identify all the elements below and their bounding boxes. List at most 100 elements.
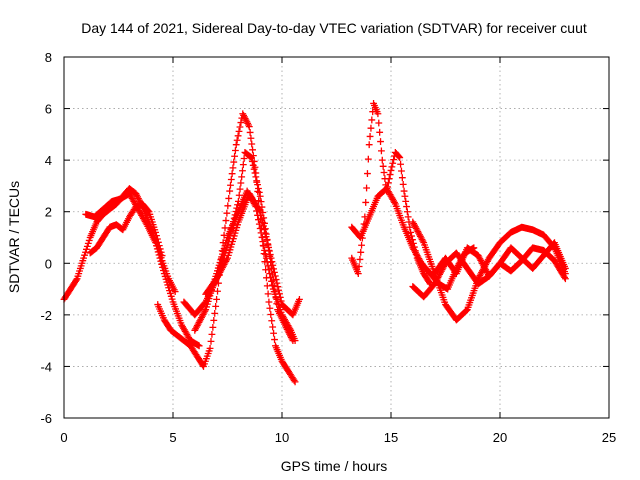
data-point bbox=[237, 179, 245, 187]
data-point bbox=[364, 155, 372, 163]
data-point bbox=[171, 288, 179, 296]
data-point bbox=[255, 216, 262, 224]
data-point bbox=[254, 181, 261, 189]
data-point bbox=[195, 342, 203, 350]
data-point bbox=[407, 228, 415, 236]
data-point bbox=[157, 257, 165, 265]
data-point bbox=[378, 147, 385, 155]
chart-title: Day 144 of 2021, Sidereal Day-to-day VTE… bbox=[81, 20, 587, 36]
series-track-fourth bbox=[202, 190, 303, 319]
y-tick-label: 0 bbox=[45, 256, 52, 271]
x-tick-label: 25 bbox=[602, 430, 616, 445]
data-point bbox=[270, 329, 277, 337]
data-point bbox=[390, 156, 398, 164]
data-point bbox=[230, 158, 238, 166]
data-point bbox=[229, 164, 237, 172]
data-point bbox=[223, 209, 231, 217]
data-point bbox=[358, 241, 365, 249]
data-point bbox=[236, 123, 244, 131]
x-tick-label: 10 bbox=[275, 430, 289, 445]
data-point bbox=[291, 337, 299, 345]
data-point bbox=[385, 175, 393, 183]
data-point bbox=[251, 169, 259, 177]
data-point bbox=[232, 147, 239, 154]
data-point bbox=[274, 283, 282, 291]
data-point bbox=[250, 165, 258, 173]
data-point bbox=[296, 295, 303, 303]
data-point bbox=[209, 323, 217, 331]
data-point bbox=[207, 337, 215, 345]
data-point bbox=[259, 238, 267, 246]
series-track-evening-c bbox=[431, 239, 569, 280]
data-point bbox=[272, 276, 280, 283]
data-point bbox=[257, 211, 265, 219]
axis-ticks: 0 5 10 15 20 25 -6 -4 -2 0 2 4 6 8 bbox=[40, 50, 616, 445]
data-point bbox=[156, 254, 164, 262]
data-point bbox=[264, 290, 272, 298]
data-point bbox=[247, 134, 255, 142]
data-point bbox=[276, 290, 283, 298]
data-point bbox=[275, 286, 283, 294]
data-point bbox=[231, 152, 238, 160]
data-point bbox=[159, 264, 166, 271]
data-point bbox=[213, 295, 220, 303]
data-point bbox=[400, 187, 408, 195]
grid-lines bbox=[64, 57, 609, 418]
data-point bbox=[249, 161, 257, 169]
data-point bbox=[268, 277, 275, 285]
data-point bbox=[255, 188, 263, 196]
series-track-c-morning bbox=[82, 190, 203, 350]
data-point bbox=[246, 129, 254, 136]
data-point bbox=[240, 155, 248, 162]
x-tick-label: 15 bbox=[384, 430, 398, 445]
data-point bbox=[265, 266, 273, 274]
data-point bbox=[276, 294, 284, 301]
data-point bbox=[356, 256, 364, 263]
data-point bbox=[256, 192, 264, 200]
data-point bbox=[253, 177, 261, 185]
data-point bbox=[270, 265, 278, 273]
data-point bbox=[260, 222, 267, 230]
data-point bbox=[389, 159, 397, 167]
data-point bbox=[398, 174, 406, 182]
data-point bbox=[83, 245, 90, 253]
data-point bbox=[239, 167, 246, 175]
data-point bbox=[260, 226, 268, 233]
data-point bbox=[354, 270, 362, 277]
data-point bbox=[265, 244, 272, 251]
data-point bbox=[226, 187, 234, 195]
data-point bbox=[386, 171, 394, 178]
data-point bbox=[391, 199, 398, 206]
data-point bbox=[263, 236, 271, 244]
data-point bbox=[374, 110, 382, 118]
data-point bbox=[233, 136, 241, 144]
data-point bbox=[255, 206, 263, 214]
x-tick-label: 20 bbox=[493, 430, 507, 445]
data-point bbox=[403, 203, 410, 210]
data-point bbox=[273, 279, 281, 287]
data-point bbox=[268, 317, 276, 325]
data-point bbox=[201, 307, 209, 315]
data-point bbox=[398, 167, 405, 175]
data-points bbox=[60, 100, 569, 386]
data-point bbox=[399, 180, 407, 188]
data-point bbox=[214, 287, 221, 295]
data-point bbox=[245, 121, 252, 129]
data-point bbox=[225, 195, 233, 202]
data-point bbox=[365, 141, 373, 149]
x-axis-label: GPS time / hours bbox=[281, 458, 388, 474]
data-point bbox=[83, 242, 91, 250]
data-point bbox=[158, 260, 166, 268]
data-point bbox=[269, 261, 277, 269]
x-tick-label: 5 bbox=[169, 430, 176, 445]
data-point bbox=[271, 269, 278, 276]
data-point bbox=[222, 217, 230, 224]
data-point bbox=[260, 242, 268, 250]
data-point bbox=[367, 124, 375, 132]
data-point bbox=[238, 173, 246, 181]
y-axis-label: SDTVAR / TECUs bbox=[6, 181, 22, 293]
data-point bbox=[368, 116, 376, 124]
data-point bbox=[357, 248, 365, 256]
data-point bbox=[290, 377, 298, 384]
data-point bbox=[380, 169, 388, 176]
